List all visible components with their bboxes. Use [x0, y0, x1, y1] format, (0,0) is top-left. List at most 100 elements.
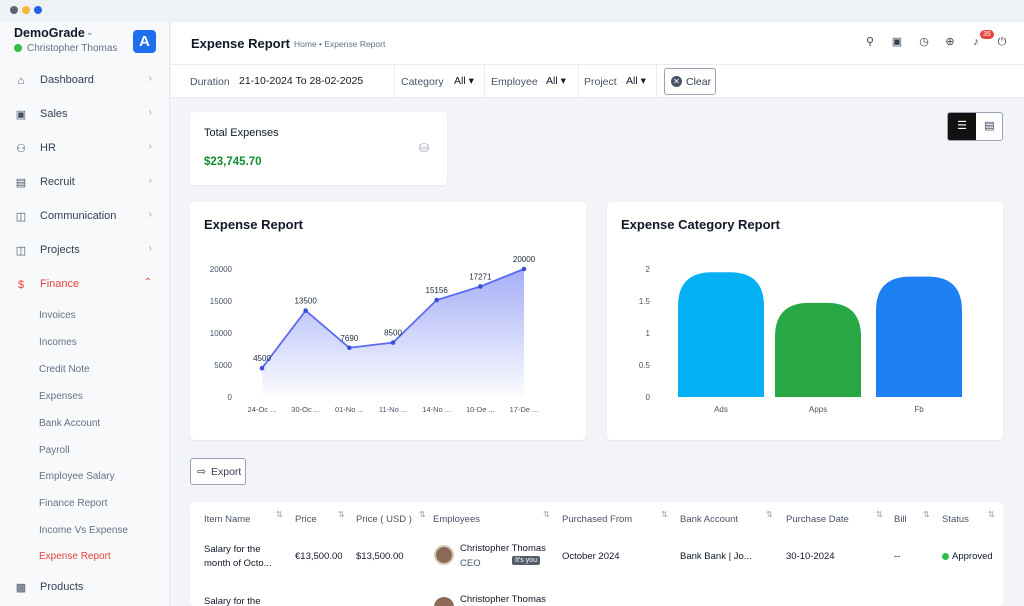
expense-category-chart-card: Expense Category Report 0 0.5 1 1.5 2 Ads Apps… [607, 202, 1003, 440]
maximize-window-icon[interactable] [34, 6, 42, 14]
sidebar-subitem-bank-account[interactable]: Bank Account [39, 418, 101, 429]
chart-title: Expense Report [204, 217, 303, 232]
sidebar-subitem-credit-note[interactable]: Credit Note [39, 364, 90, 375]
clock-icon[interactable]: ◷ [919, 36, 929, 48]
close-window-icon[interactable] [10, 6, 18, 14]
column-header-purchase-date[interactable]: Purchase Date [786, 514, 849, 525]
column-header-purchased-from[interactable]: Purchased From [562, 514, 633, 525]
sort-icon[interactable]: ⇅ [338, 510, 345, 519]
x-tick-label: 17-De ... [510, 405, 539, 414]
data-label: 17271 [469, 272, 492, 281]
search-icon[interactable]: ⚲ [865, 36, 875, 48]
sidebar-subitem-payroll[interactable]: Payroll [39, 445, 70, 456]
sidebar: DemoGrade ⌄ Christopher Thomas A ⌂ Dashb… [0, 22, 170, 606]
x-tick-label: Ads [714, 405, 728, 414]
expense-line-chart: 0 5000 10000 15000 20000 24-Oc ... 30-Oc ... 01… [210, 255, 539, 414]
sort-icon[interactable]: ⇅ [988, 510, 995, 519]
sort-icon[interactable]: ⇅ [876, 510, 883, 519]
avatar[interactable] [434, 545, 454, 565]
sidebar-subitem-expense-report[interactable]: Expense Report [39, 551, 111, 562]
item-name-line2: month of Octo... [204, 558, 272, 569]
sort-icon[interactable]: ⇅ [276, 510, 283, 519]
avatar[interactable] [434, 597, 454, 606]
sidebar-item-recruit[interactable]: ▤ Recruit › [0, 169, 170, 197]
x-tick-label: Apps [809, 405, 827, 414]
column-header-status[interactable]: Status [942, 514, 969, 525]
detail-view-button[interactable]: ▤ [984, 120, 995, 132]
data-point[interactable] [259, 365, 265, 371]
x-tick-label: 14-No ... [422, 405, 451, 414]
data-point[interactable] [434, 297, 439, 303]
bell-icon[interactable]: ♪ [973, 36, 979, 48]
chevron-up-icon: ⌃ [143, 277, 152, 288]
y-tick-label: 15000 [210, 297, 233, 306]
sort-icon[interactable]: ⇅ [419, 510, 426, 519]
data-point[interactable] [347, 345, 352, 351]
duration-input[interactable]: 21-10-2024 To 28-02-2025 [239, 75, 364, 87]
sidebar-item-label: Finance [40, 278, 80, 290]
bar[interactable] [775, 302, 861, 397]
sort-icon[interactable]: ⇅ [766, 510, 773, 519]
export-button[interactable]: ⇨ Export [190, 458, 246, 485]
data-point[interactable] [478, 284, 483, 289]
employee-name[interactable]: Christopher Thomas [460, 594, 546, 605]
sidebar-item-label: Projects [40, 244, 80, 256]
sidebar-item-finance[interactable]: $ Finance ⌃ [0, 271, 170, 299]
sidebar-item-label: Dashboard [40, 74, 94, 86]
y-tick-label: 0 [646, 393, 651, 402]
power-icon[interactable]: ⏻ [997, 36, 1007, 48]
column-header-item-name[interactable]: Item Name [204, 514, 251, 525]
column-header-employees[interactable]: Employees [433, 514, 480, 525]
company-name[interactable]: DemoGrade [14, 26, 85, 40]
sort-icon[interactable]: ⇅ [543, 510, 550, 519]
app-logo[interactable]: A [133, 30, 156, 53]
list-view-button[interactable]: ☰ [948, 113, 976, 140]
sidebar-item-communication[interactable]: ◫ Communication › [0, 203, 170, 231]
clear-filters-button[interactable]: ✕ Clear [664, 68, 716, 95]
expense-report-chart-card: Expense Report 0 5000 10000 15000 20000 24-Oc… [190, 202, 586, 440]
project-select-value: All [626, 75, 638, 87]
bar[interactable] [678, 272, 764, 397]
sidebar-subitem-finance-report[interactable]: Finance Report [39, 498, 108, 509]
sidebar-subitem-income-vs-expense[interactable]: Income Vs Expense [39, 525, 128, 536]
sidebar-subitem-incomes[interactable]: Incomes [39, 337, 77, 348]
export-icon: ⇨ [197, 466, 207, 478]
view-toggle: ☰ ▤ [947, 112, 1003, 141]
employee-select[interactable]: All ▾ [546, 75, 566, 87]
sidebar-item-products[interactable]: ▩ Products [0, 574, 170, 602]
column-header-price[interactable]: Price [295, 514, 317, 525]
sticky-note-icon[interactable]: ▣ [891, 36, 903, 48]
sidebar-item-dashboard[interactable]: ⌂ Dashboard › [0, 67, 170, 95]
total-expenses-card: Total Expenses $23,745.70 ⛁ [190, 112, 447, 185]
sidebar-subitem-invoices[interactable]: Invoices [39, 310, 76, 321]
data-point[interactable] [303, 308, 308, 313]
y-tick-label: 2 [646, 265, 651, 274]
employee-select-value: All [546, 75, 558, 87]
column-header-price-usd[interactable]: Price ( USD ) [356, 514, 412, 525]
column-header-bank-account[interactable]: Bank Account [680, 514, 739, 525]
data-point[interactable] [390, 340, 396, 345]
bar[interactable] [876, 276, 962, 397]
sidebar-item-sales[interactable]: ▣ Sales › [0, 101, 170, 129]
chevron-right-icon: › [148, 243, 152, 254]
sidebar-subitem-expenses[interactable]: Expenses [39, 391, 83, 402]
category-select[interactable]: All ▾ [454, 75, 474, 87]
sidebar-item-projects[interactable]: ◫ Projects › [0, 237, 170, 265]
column-header-bill[interactable]: Bill [894, 514, 907, 525]
sort-icon[interactable]: ⇅ [661, 510, 668, 519]
sort-icon[interactable]: ⇅ [923, 510, 930, 519]
sidebar-item-hr[interactable]: ⚇ HR › [0, 135, 170, 163]
data-point[interactable] [521, 266, 527, 272]
chevron-right-icon: › [148, 209, 152, 220]
add-circle-icon[interactable]: ⊕ [945, 36, 955, 48]
sidebar-item-label: Sales [40, 108, 68, 120]
employee-name[interactable]: Christopher Thomas [460, 543, 546, 554]
chevron-right-icon: › [148, 141, 152, 152]
breadcrumb[interactable]: Home • Expense Report [294, 39, 386, 49]
minimize-window-icon[interactable] [22, 6, 30, 14]
sidebar-subitem-employee-salary[interactable]: Employee Salary [39, 471, 115, 482]
divider [656, 65, 657, 98]
chevron-down-icon[interactable]: ⌄ [86, 27, 94, 37]
project-select[interactable]: All ▾ [626, 75, 646, 87]
expense-category-bar-chart: 0 0.5 1 1.5 2 Ads Apps Fb [639, 265, 962, 414]
